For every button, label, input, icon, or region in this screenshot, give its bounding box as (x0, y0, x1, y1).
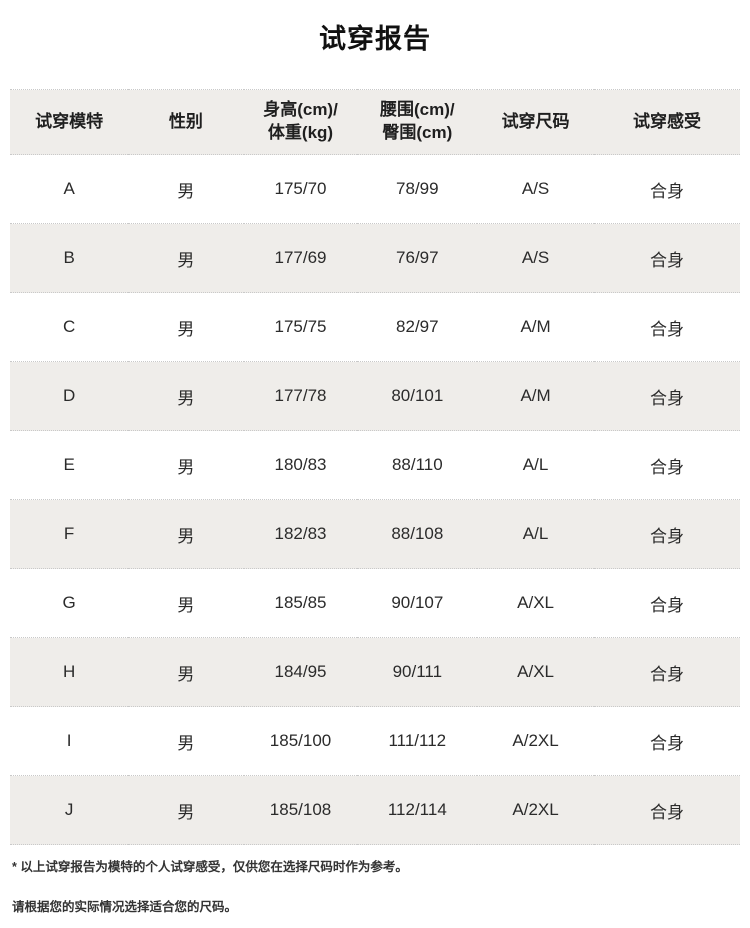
table-cell: 男 (128, 706, 244, 776)
table-cell: H (10, 637, 129, 707)
table-cell: 男 (128, 568, 244, 638)
table-cell: 男 (128, 154, 244, 224)
table-cell: 合身 (593, 499, 740, 569)
table-cell: 合身 (593, 361, 740, 431)
table-cell: 合身 (593, 568, 740, 638)
table-cell: 90/107 (357, 568, 478, 638)
fit-report-table-container: 试穿模特 性别 身高(cm)/ 体重(kg) 腰围(cm)/ 臀围(cm) 试穿尺码 试穿… (10, 89, 740, 845)
table-header: 试穿模特 性别 身高(cm)/ 体重(kg) 腰围(cm)/ 臀围(cm) 试穿尺码 试穿… (10, 89, 740, 155)
header-cell: 腰围(cm)/ 臀围(cm) (357, 89, 478, 155)
table-cell: 80/101 (357, 361, 478, 431)
table-row: J 男 185/108 112/114 A/2XL 合身 (10, 775, 740, 845)
footnote-advice: 请根据您的实际情况选择适合您的尺码。 (12, 899, 238, 914)
table-cell: 男 (128, 499, 244, 569)
table-cell: G (10, 568, 129, 638)
table-row: I 男 185/100 111/112 A/2XL 合身 (10, 706, 740, 776)
table-cell: E (10, 430, 129, 500)
table-cell: 175/75 (243, 292, 358, 362)
table-cell: 175/70 (243, 154, 358, 224)
table-cell: 177/78 (243, 361, 358, 431)
footnote-disclaimer: * 以上试穿报告为模特的个人试穿感受，仅供您在选择尺码时作为参考。 (12, 860, 408, 874)
table-cell: 合身 (593, 637, 740, 707)
table-row: F 男 182/83 88/108 A/L 合身 (10, 499, 740, 569)
table-cell: 185/100 (243, 706, 358, 776)
table-cell: A/M (477, 361, 594, 431)
table-cell: 男 (128, 637, 244, 707)
table-cell: 合身 (593, 775, 740, 845)
table-cell: 78/99 (357, 154, 478, 224)
table-cell: A/XL (477, 568, 594, 638)
table-cell: 185/85 (243, 568, 358, 638)
table-cell: A/S (477, 154, 594, 224)
table-cell: 男 (128, 292, 244, 362)
table-cell: 合身 (593, 706, 740, 776)
table-cell: 177/69 (243, 223, 358, 293)
table-cell: C (10, 292, 129, 362)
table-cell: 112/114 (357, 775, 478, 845)
table-row: G 男 185/85 90/107 A/XL 合身 (10, 568, 740, 638)
table-cell: 88/108 (357, 499, 478, 569)
header-cell: 性别 (128, 89, 244, 155)
table-cell: 111/112 (357, 706, 478, 776)
table-cell: A/XL (477, 637, 594, 707)
table-cell: 男 (128, 775, 244, 845)
page-title: 试穿报告 (319, 24, 431, 54)
header-cell: 试穿尺码 (477, 89, 594, 155)
fit-report-body: A 男 175/70 78/99 A/S 合身 B 男 177/69 76/97 A/S 合身 C 男 17… (10, 154, 740, 845)
header-row: 试穿模特 性别 身高(cm)/ 体重(kg) 腰围(cm)/ 臀围(cm) 试穿尺码 试穿… (10, 89, 740, 155)
table-cell: A/2XL (477, 706, 594, 776)
table-cell: 184/95 (243, 637, 358, 707)
table-cell: 男 (128, 223, 244, 293)
table-cell: A/L (477, 499, 594, 569)
table-row: B 男 177/69 76/97 A/S 合身 (10, 223, 740, 293)
header-cell: 试穿感受 (593, 89, 740, 155)
table-cell: 男 (128, 430, 244, 500)
table-cell: 90/111 (357, 637, 478, 707)
table-cell: 88/110 (357, 430, 478, 500)
table-cell: 180/83 (243, 430, 358, 500)
table-cell: 82/97 (357, 292, 478, 362)
table-cell: A (10, 154, 129, 224)
table-row: D 男 177/78 80/101 A/M 合身 (10, 361, 740, 431)
fit-report-table: 试穿模特 性别 身高(cm)/ 体重(kg) 腰围(cm)/ 臀围(cm) 试穿尺码 试穿… (10, 89, 740, 845)
table-cell: 合身 (593, 223, 740, 293)
table-cell: F (10, 499, 129, 569)
table-cell: 男 (128, 361, 244, 431)
footnotes: * 以上试穿报告为模特的个人试穿感受，仅供您在选择尺码时作为参考。 请根据您的实… (12, 859, 738, 916)
table-cell: 182/83 (243, 499, 358, 569)
table-row: H 男 184/95 90/111 A/XL 合身 (10, 637, 740, 707)
table-cell: 合身 (593, 292, 740, 362)
table-row: A 男 175/70 78/99 A/S 合身 (10, 154, 740, 224)
table-cell: B (10, 223, 129, 293)
table-row: C 男 175/75 82/97 A/M 合身 (10, 292, 740, 362)
table-cell: A/M (477, 292, 594, 362)
table-cell: 合身 (593, 430, 740, 500)
table-cell: A/S (477, 223, 594, 293)
header-cell: 身高(cm)/ 体重(kg) (243, 89, 358, 155)
table-cell: 合身 (593, 154, 740, 224)
table-cell: J (10, 775, 129, 845)
table-row: E 男 180/83 88/110 A/L 合身 (10, 430, 740, 500)
table-cell: 185/108 (243, 775, 358, 845)
table-cell: I (10, 706, 129, 776)
header-cell: 试穿模特 (10, 89, 129, 155)
table-cell: D (10, 361, 129, 431)
table-cell: A/L (477, 430, 594, 500)
table-cell: 76/97 (357, 223, 478, 293)
table-cell: A/2XL (477, 775, 594, 845)
